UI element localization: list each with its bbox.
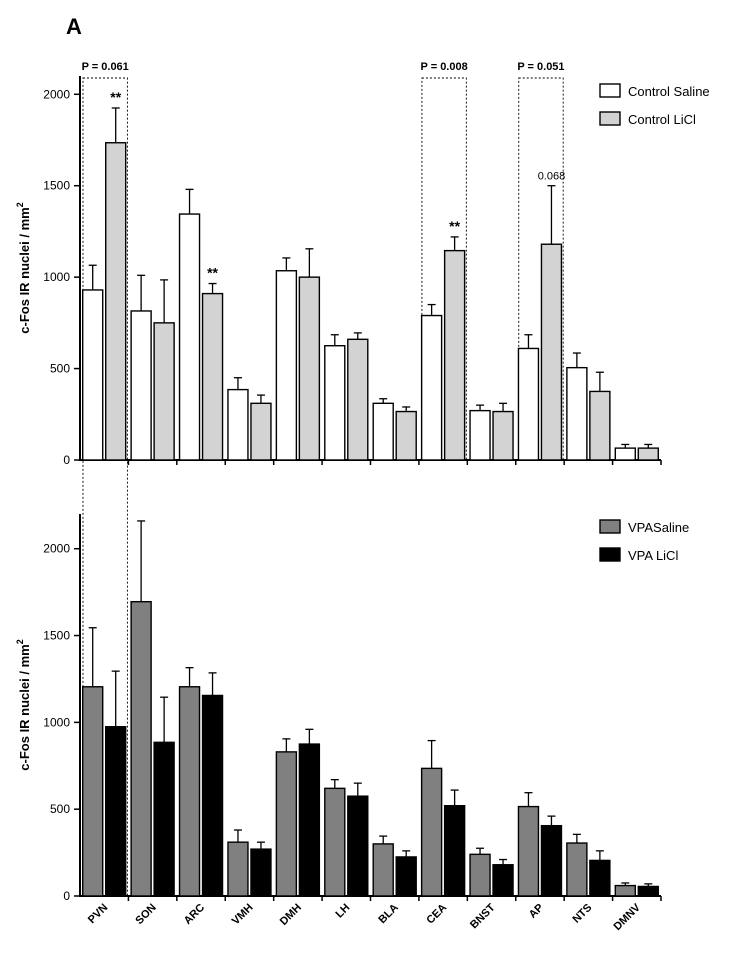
legend-label: VPASaline bbox=[628, 520, 689, 535]
bar-vpasaline-nts bbox=[566, 842, 588, 897]
x-tick-label: ARC bbox=[182, 902, 207, 927]
bar-control-licl-lh bbox=[347, 338, 369, 461]
bar-vpasaline-dmnv bbox=[614, 884, 636, 897]
bar-control-licl-nts bbox=[589, 390, 611, 461]
legend-label: Control Saline bbox=[628, 84, 710, 99]
y-axis-label-text: c-Fos IR nuclei / mm bbox=[17, 644, 32, 770]
bar-control-saline-vmh bbox=[227, 388, 249, 461]
x-tick-label: SON bbox=[133, 902, 158, 927]
bar-vpa-licl-lh bbox=[347, 795, 369, 897]
bar-vpa-licl-bla bbox=[395, 856, 417, 897]
bar-vpasaline-cea bbox=[420, 767, 443, 897]
x-tick-label: DMNV bbox=[612, 901, 644, 933]
chart-bottom-vpa: 0 500 1000 1500 2000 c-Fos IR nuclei / mm2 VPA… bbox=[15, 514, 689, 933]
y-tick-label: 500 bbox=[50, 362, 70, 376]
bar-vpa-licl-ap bbox=[540, 824, 563, 897]
y-tick-label: 1500 bbox=[43, 629, 70, 643]
bar-control-licl-arc bbox=[201, 292, 224, 461]
bar-vpa-licl-cea bbox=[443, 805, 466, 897]
bar-control-licl-dmnv bbox=[637, 447, 659, 461]
y-tick-label: 1000 bbox=[43, 715, 70, 729]
bar-vpasaline-arc bbox=[178, 686, 201, 897]
significance-annotation: ** bbox=[449, 218, 460, 234]
legend-label: Control LiCl bbox=[628, 112, 696, 127]
x-tick-label: BNST bbox=[468, 901, 498, 931]
y-axis-label-superscript: 2 bbox=[15, 202, 25, 207]
y-tick-label: 500 bbox=[50, 802, 70, 816]
bar-vpasaline-ap bbox=[517, 805, 540, 897]
y-tick-label: 2000 bbox=[43, 542, 70, 556]
bar-control-saline-son bbox=[130, 310, 152, 461]
x-tick-label: BLA bbox=[376, 902, 401, 927]
significance-annotation: ** bbox=[110, 89, 121, 105]
bar-control-licl-dmh bbox=[298, 276, 321, 461]
bar-vpasaline-son bbox=[130, 600, 152, 897]
bar-control-licl-cea bbox=[443, 249, 466, 461]
bar-control-saline-lh bbox=[324, 345, 346, 461]
bar-vpasaline-vmh bbox=[227, 841, 249, 897]
bar-control-saline-dmh bbox=[275, 270, 298, 461]
bar-vpasaline-dmh bbox=[275, 751, 298, 897]
bar-control-saline-arc bbox=[178, 213, 201, 461]
y-tick-label: 0 bbox=[63, 453, 70, 467]
bar-control-licl-bnst bbox=[492, 410, 514, 461]
significance-annotation: 0.068 bbox=[538, 171, 566, 183]
legend-swatch-vpasaline bbox=[599, 519, 621, 534]
bar-vpa-licl-son bbox=[153, 741, 175, 897]
bar-vpa-licl-nts bbox=[589, 859, 611, 897]
bar-control-licl-vmh bbox=[250, 402, 272, 461]
legend-swatch-control-licl bbox=[599, 111, 621, 126]
x-tick-label: AP bbox=[527, 902, 546, 921]
legend-swatch-vpa-licl bbox=[599, 547, 621, 562]
bar-control-saline-pvn bbox=[82, 289, 104, 461]
bar-vpasaline-pvn bbox=[82, 686, 104, 897]
x-tick-label: CEA bbox=[424, 902, 449, 927]
bar-vpasaline-lh bbox=[324, 787, 346, 897]
p-value-label: P = 0.051 bbox=[517, 61, 564, 73]
legend-swatch-control-saline bbox=[599, 83, 621, 98]
x-tick-label: PVN bbox=[86, 902, 111, 927]
x-tick-label: LH bbox=[334, 902, 353, 921]
p-value-label: P = 0.008 bbox=[421, 61, 468, 73]
bar-vpa-licl-dmh bbox=[298, 743, 321, 897]
bar-control-saline-cea bbox=[420, 314, 443, 461]
y-axis-label: c-Fos IR nuclei / mm2 bbox=[15, 639, 32, 770]
bar-control-licl-ap bbox=[540, 243, 563, 461]
bar-control-licl-pvn bbox=[105, 142, 127, 461]
bar-control-saline-dmnv bbox=[614, 447, 636, 461]
chart-top-control: 0 500 1000 1500 2000 c-Fos IR nuclei / mm2 ** *… bbox=[15, 76, 710, 467]
panel-label: A bbox=[66, 14, 82, 39]
y-axis-label-text: c-Fos IR nuclei / mm bbox=[17, 207, 32, 333]
bar-vpa-licl-arc bbox=[201, 694, 224, 897]
significance-annotation: ** bbox=[207, 265, 218, 281]
x-tick-label: DMH bbox=[278, 902, 304, 928]
y-tick-label: 0 bbox=[63, 889, 70, 903]
bar-control-licl-son bbox=[153, 322, 175, 461]
y-axis-label-superscript: 2 bbox=[15, 639, 25, 644]
p-value-label: P = 0.061 bbox=[82, 61, 129, 73]
bar-control-saline-bla bbox=[372, 402, 394, 461]
bar-vpa-licl-vmh bbox=[250, 848, 272, 897]
bar-control-licl-bla bbox=[395, 410, 417, 461]
bar-vpasaline-bnst bbox=[469, 853, 491, 897]
bar-vpa-licl-pvn bbox=[105, 726, 127, 897]
y-axis-label: c-Fos IR nuclei / mm2 bbox=[15, 202, 32, 333]
y-tick-label: 2000 bbox=[43, 87, 70, 101]
legend-label: VPA LiCl bbox=[628, 548, 678, 563]
bar-control-saline-bnst bbox=[469, 409, 491, 461]
bar-vpa-licl-bnst bbox=[492, 864, 514, 897]
y-tick-label: 1000 bbox=[43, 270, 70, 284]
bar-control-saline-ap bbox=[517, 347, 540, 461]
bar-vpa-licl-dmnv bbox=[637, 885, 659, 897]
x-tick-label: VMH bbox=[230, 902, 256, 928]
y-tick-label: 1500 bbox=[43, 179, 70, 193]
bar-vpasaline-bla bbox=[372, 843, 394, 897]
bar-control-saline-nts bbox=[566, 366, 588, 461]
x-tick-label: NTS bbox=[570, 902, 594, 926]
